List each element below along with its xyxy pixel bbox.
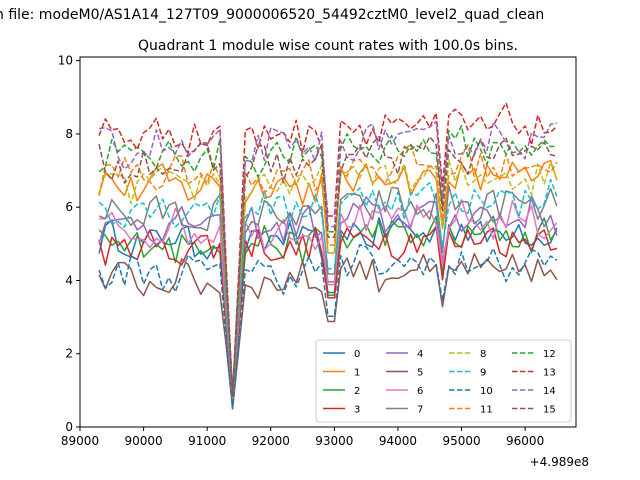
- series-line-6: [99, 198, 558, 403]
- legend-label-10: 10: [480, 386, 493, 397]
- figure-suptitle: n file: modeM0/AS1A14_127T09_9000006520_…: [0, 7, 544, 23]
- legend-label-11: 11: [480, 405, 493, 416]
- x-tick-label: 93000: [315, 434, 353, 448]
- legend-label-0: 0: [354, 349, 360, 360]
- legend-label-13: 13: [543, 368, 556, 379]
- series-line-3: [98, 225, 558, 406]
- x-tick-label: 91000: [188, 434, 226, 448]
- y-tick-label: 10: [58, 54, 73, 68]
- series-line-9: [98, 178, 558, 403]
- series-line-7: [98, 185, 558, 403]
- legend-label-6: 6: [417, 386, 423, 397]
- y-tick-label: 2: [65, 347, 73, 361]
- axes-frame: [79, 56, 577, 428]
- chart-title: Quadrant 1 module wise count rates with …: [138, 38, 518, 54]
- legend-label-15: 15: [543, 405, 556, 416]
- x-tick-label: 95000: [442, 434, 480, 448]
- series-line-5: [98, 252, 558, 410]
- x-tick-label: 90000: [124, 434, 162, 448]
- y-axis: 0 2 4 6 8 10: [58, 54, 80, 434]
- series-line-11: [98, 142, 558, 399]
- legend-label-3: 3: [354, 405, 360, 416]
- legend-label-12: 12: [543, 349, 556, 360]
- x-tick-label: 92000: [252, 434, 290, 448]
- legend-label-8: 8: [480, 349, 486, 360]
- x-tick-label: 89000: [61, 434, 99, 448]
- legend-label-1: 1: [354, 368, 360, 379]
- legend-label-4: 4: [417, 349, 423, 360]
- legend-label-9: 9: [480, 368, 486, 379]
- plot-area: 89000 90000 91000 92000 93000 94000 95000 96000…: [58, 54, 589, 469]
- x-tick-label: 94000: [379, 434, 417, 448]
- series-line-10: [98, 243, 558, 410]
- x-axis: 89000 90000 91000 92000 93000 94000 95000 96000: [61, 427, 544, 448]
- x-offset-label: +4.989e8: [530, 455, 589, 469]
- series-layer: [98, 102, 558, 410]
- legend-box: [315, 339, 572, 423]
- x-tick-label: 96000: [506, 434, 544, 448]
- legend-label-2: 2: [354, 386, 360, 397]
- series-line-8: [98, 159, 558, 399]
- legend-label-14: 14: [543, 386, 556, 397]
- series-line-12: [98, 124, 557, 395]
- y-tick-label: 0: [65, 420, 73, 434]
- series-line-15: [98, 135, 558, 399]
- y-tick-label: 8: [65, 127, 73, 141]
- y-tick-label: 6: [65, 200, 73, 214]
- legend-label-7: 7: [417, 405, 423, 416]
- y-tick-label: 4: [65, 273, 73, 287]
- legend-label-5: 5: [417, 368, 423, 379]
